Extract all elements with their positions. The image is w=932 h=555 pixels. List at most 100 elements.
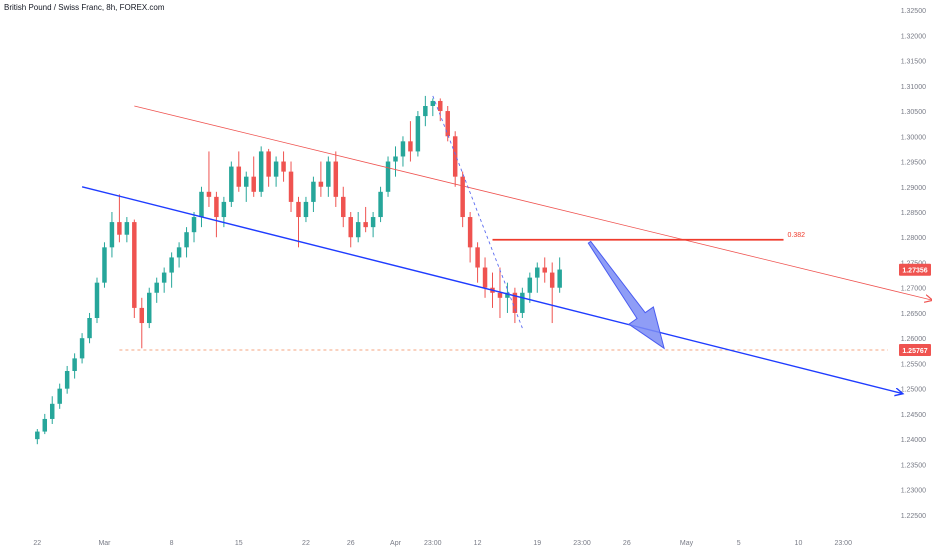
x-tick-label: 22 xyxy=(302,540,310,547)
y-tick-label: 1.30500 xyxy=(901,109,926,116)
candle-body xyxy=(527,277,533,293)
candle xyxy=(542,257,547,283)
x-tick-label: 8 xyxy=(170,540,174,547)
candle-body xyxy=(505,292,510,298)
candle xyxy=(482,257,488,298)
candle xyxy=(557,257,562,293)
candle xyxy=(296,196,301,248)
candle-body xyxy=(154,282,159,293)
y-tick-label: 1.26000 xyxy=(901,336,926,343)
candle-body xyxy=(408,141,413,152)
candle xyxy=(445,106,450,142)
candle-body xyxy=(124,222,130,235)
candle xyxy=(273,156,279,187)
candle xyxy=(549,262,555,324)
y-tick-label: 1.25500 xyxy=(901,361,926,368)
candle-body xyxy=(333,161,339,197)
y-tick-label: 1.31500 xyxy=(901,59,926,66)
x-tick-label: 22 xyxy=(33,540,41,547)
x-tick-label: 5 xyxy=(737,540,741,547)
candle xyxy=(475,242,480,283)
y-tick-label: 1.27000 xyxy=(901,286,926,293)
y-tick-label: 1.24000 xyxy=(901,437,926,444)
candle-body xyxy=(57,388,62,404)
price-badge-bg xyxy=(899,263,931,276)
candle-body xyxy=(423,106,428,117)
candle-body xyxy=(549,272,555,288)
candle-body xyxy=(94,282,100,318)
x-tick-label: 26 xyxy=(347,540,355,547)
candle xyxy=(281,151,286,182)
candle-body xyxy=(117,222,122,235)
candle-body xyxy=(445,111,450,137)
candle xyxy=(467,212,473,263)
candle xyxy=(430,98,436,117)
candle xyxy=(64,365,70,394)
candle xyxy=(251,156,256,197)
x-tick-label: 15 xyxy=(235,540,243,547)
candle-body xyxy=(415,116,421,152)
price-badge-bg xyxy=(899,343,931,356)
candle xyxy=(102,242,107,288)
time-axis[interactable]: 22 Mar 8 15 22 26 Apr 23:00 12 19 23:00 26 May 5 10 23:… xyxy=(33,540,852,547)
candle-body xyxy=(400,141,406,157)
candle-body xyxy=(460,176,465,218)
candle-body xyxy=(49,403,55,419)
candle-body xyxy=(102,247,107,283)
candle-body xyxy=(467,217,473,248)
candle-body xyxy=(542,267,547,273)
drawings-layer: 0.382 xyxy=(81,95,932,394)
candle xyxy=(35,429,40,445)
candle-body xyxy=(72,358,77,371)
candle xyxy=(318,161,324,197)
candle xyxy=(169,252,174,288)
candle-body xyxy=(258,151,264,192)
candle xyxy=(87,312,92,344)
candle-body xyxy=(535,267,540,278)
x-tick-label: May xyxy=(680,540,694,547)
candle xyxy=(258,146,264,197)
candle xyxy=(385,156,391,197)
candle xyxy=(176,242,182,268)
candle-body xyxy=(221,201,227,218)
candle-body xyxy=(184,232,189,248)
chart-title: British Pound / Swiss Franc, 8h, FOREX.c… xyxy=(4,3,165,12)
candle xyxy=(109,212,115,258)
y-tick-label: 1.29000 xyxy=(901,185,926,192)
candle-body xyxy=(109,222,115,248)
candle xyxy=(438,98,443,122)
channel-upper-line xyxy=(134,105,932,300)
candle-body xyxy=(176,247,182,258)
price-axis[interactable]: 1.22500 1.23000 1.23500 1.24000 1.24500 1.250… xyxy=(899,8,931,520)
candle-body xyxy=(147,292,152,324)
candle xyxy=(415,111,421,157)
candle xyxy=(535,262,540,293)
candle-body xyxy=(206,191,212,197)
y-tick-label: 1.23500 xyxy=(901,462,926,469)
candle-body xyxy=(169,257,174,273)
candle xyxy=(393,146,398,177)
candle-body xyxy=(557,269,562,288)
candle-body xyxy=(482,267,488,288)
candle xyxy=(49,396,55,424)
candle-body xyxy=(363,222,368,228)
candle-body xyxy=(229,166,234,202)
price-badge-label: 1.25767 xyxy=(902,348,927,355)
y-tick-label: 1.26500 xyxy=(901,311,926,318)
candle-body xyxy=(87,318,92,339)
candle-body xyxy=(393,156,398,162)
candle-body xyxy=(385,161,391,192)
candle xyxy=(378,186,383,223)
candle xyxy=(94,277,100,324)
fib-level-label: 0.382 xyxy=(788,232,806,239)
candle-body xyxy=(214,196,219,218)
candle-body xyxy=(318,181,324,187)
candle xyxy=(363,206,368,233)
candle xyxy=(452,131,458,187)
candle-body xyxy=(199,191,204,218)
y-tick-label: 1.28000 xyxy=(901,235,926,242)
y-tick-label: 1.31000 xyxy=(901,84,926,91)
y-tick-label: 1.25000 xyxy=(901,387,926,394)
